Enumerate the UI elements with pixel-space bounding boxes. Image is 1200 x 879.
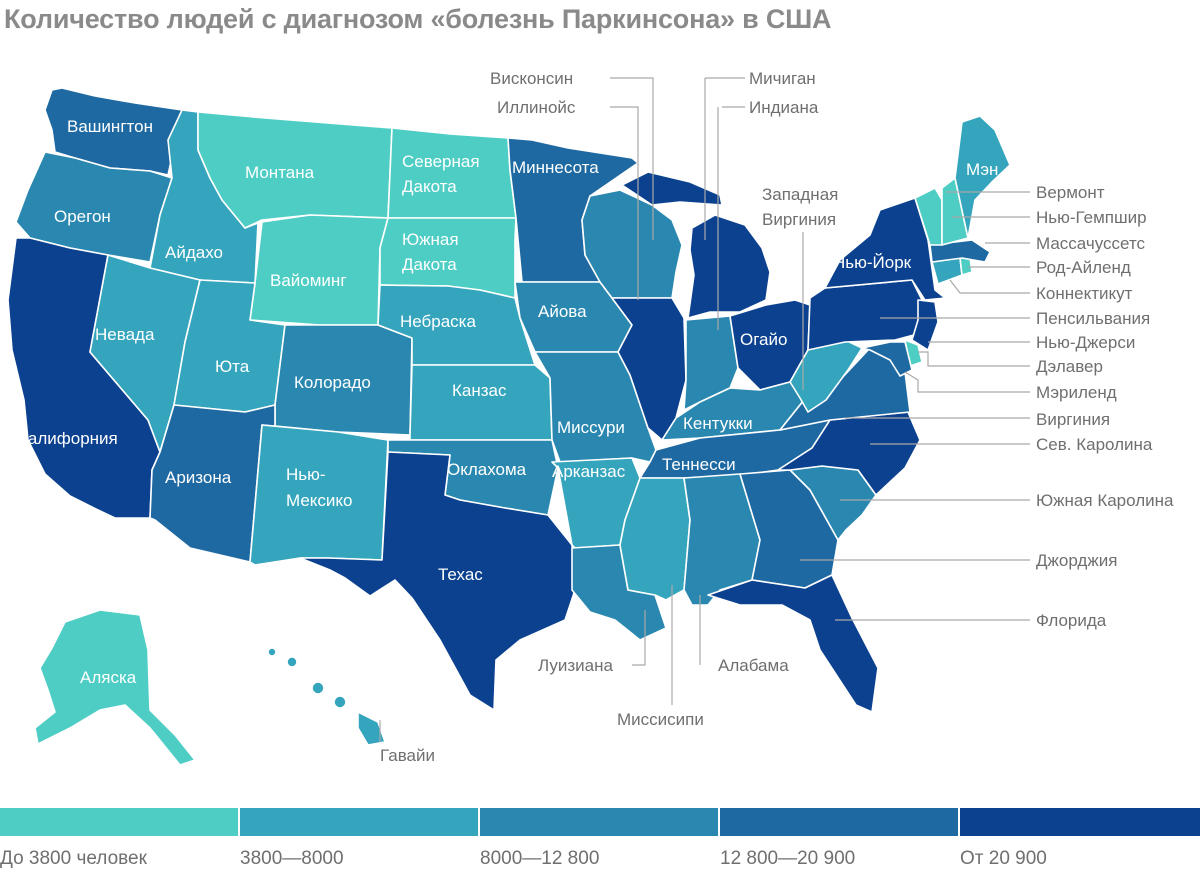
- label-alaska: Аляска: [80, 668, 137, 687]
- state-michigan: [687, 214, 771, 319]
- label-illinois: Иллинойс: [497, 98, 576, 117]
- state-wyoming: [249, 214, 389, 326]
- legend-label-2: 3800—8000: [240, 848, 344, 869]
- label-virginia: Виргиния: [1036, 410, 1110, 429]
- label-rhode-island: Род-Айленд: [1036, 258, 1131, 277]
- external-labels: Висконсин Иллинойс Мичиган Индиана Запад…: [380, 69, 1174, 765]
- label-california: Калифорния: [18, 429, 118, 448]
- label-texas: Техас: [438, 565, 483, 584]
- legend-item-5: От 20 900: [960, 808, 1200, 870]
- label-arizona: Аризона: [165, 468, 232, 487]
- label-south-dakota-1: Южная: [402, 230, 459, 249]
- state-alaska: [34, 609, 196, 766]
- state-new-jersey: [911, 299, 939, 351]
- label-idaho: Айдахо: [165, 243, 223, 262]
- label-nebraska: Небраска: [400, 312, 476, 331]
- legend: До 3800 человек 3800—8000 8000—12 800 12…: [0, 808, 1200, 870]
- label-vermont: Вермонт: [1036, 183, 1105, 202]
- legend-swatch-2: [240, 808, 478, 836]
- label-maryland: Мэриленд: [1036, 383, 1117, 402]
- label-new-mexico-1: Нью-: [286, 465, 326, 484]
- legend-swatch-3: [480, 808, 718, 836]
- label-utah: Юта: [215, 357, 250, 376]
- state-labels: Вашингтон Орегон Калифорния Айдахо Невад…: [18, 117, 998, 687]
- state-michigan-up: [621, 171, 723, 206]
- legend-label-1: До 3800 человек: [0, 848, 147, 869]
- label-delaware: Дэлавер: [1036, 357, 1103, 376]
- label-pennsylvania: Пенсильвания: [1036, 309, 1150, 328]
- state-maine: [954, 115, 1011, 239]
- label-colorado: Колорадо: [294, 373, 371, 392]
- label-louisiana: Луизиана: [538, 656, 613, 675]
- state-new-hampshire: [941, 177, 969, 246]
- label-iowa: Айова: [538, 302, 587, 321]
- map-title: Количество людей с диагнозом «болезнь Па…: [4, 4, 832, 34]
- label-massachusetts: Массачуссетс: [1036, 234, 1146, 253]
- state-massachusetts: [929, 239, 991, 263]
- state-montana: [197, 111, 393, 229]
- state-california: [7, 237, 161, 519]
- us-choropleth-map: Вашингтон Орегон Калифорния Айдахо Невад…: [7, 69, 1174, 766]
- label-kentucky: Кентукки: [683, 414, 753, 433]
- label-new-york: Нью-Йорк: [833, 253, 912, 272]
- label-south-carolina: Южная Каролина: [1036, 491, 1174, 510]
- label-new-hampshire: Нью-Гемпшир: [1036, 208, 1147, 227]
- label-minnesota: Миннесота: [512, 158, 599, 177]
- label-wisconsin: Висконсин: [490, 69, 573, 88]
- label-georgia: Джорджия: [1036, 551, 1117, 570]
- legend-item-3: 8000—12 800: [480, 808, 718, 870]
- legend-swatch-4: [720, 808, 958, 836]
- legend-label-4: 12 800—20 900: [720, 848, 856, 869]
- label-nevada: Невада: [95, 325, 155, 344]
- label-north-dakota-1: Северная: [402, 152, 480, 171]
- label-north-carolina: Сев. Каролина: [1036, 435, 1153, 454]
- label-michigan: Мичиган: [749, 69, 816, 88]
- state-north-dakota: [387, 127, 517, 219]
- legend-label-5: От 20 900: [960, 848, 1047, 869]
- label-wyoming: Вайоминг: [270, 271, 347, 290]
- label-florida: Флорида: [1036, 611, 1107, 630]
- label-montana: Монтана: [245, 163, 315, 182]
- label-maine: Мэн: [966, 160, 998, 179]
- leader-lines: [379, 77, 1030, 742]
- state-texas: [299, 451, 576, 711]
- label-mississippi: Миссисипи: [617, 710, 704, 729]
- state-pennsylvania: [807, 279, 926, 351]
- label-new-jersey: Нью-Джерси: [1036, 333, 1135, 352]
- label-washington: Вашингтон: [67, 117, 153, 136]
- label-hawaii: Гавайи: [380, 746, 435, 765]
- label-tennessee: Теннесси: [662, 455, 736, 474]
- label-arkansas: Арканзас: [552, 462, 626, 481]
- state-oregon: [15, 151, 173, 263]
- state-arizona: [149, 404, 276, 563]
- label-north-dakota-2: Дакота: [402, 177, 457, 196]
- label-oregon: Орегон: [54, 207, 111, 226]
- state-kansas: [409, 364, 553, 441]
- legend-swatch-5: [960, 808, 1200, 836]
- label-missouri: Миссури: [557, 418, 625, 437]
- label-ohio: Огайо: [740, 330, 787, 349]
- label-west-virginia-1: Западная: [762, 185, 838, 204]
- state-hawaii: [267, 647, 386, 746]
- state-florida: [707, 574, 879, 713]
- state-nebraska: [377, 284, 536, 366]
- legend-swatch-1: [0, 808, 238, 836]
- legend-item-4: 12 800—20 900: [720, 808, 958, 870]
- label-indiana: Индиана: [749, 98, 819, 117]
- label-south-dakota-2: Дакота: [402, 255, 457, 274]
- label-kansas: Канзас: [452, 381, 507, 400]
- legend-label-3: 8000—12 800: [480, 848, 600, 869]
- label-oklahoma: Оклахома: [447, 460, 527, 479]
- label-connecticut: Коннектикут: [1036, 284, 1133, 303]
- label-new-mexico-2: Мексико: [286, 491, 353, 510]
- label-alabama: Алабама: [718, 656, 789, 675]
- state-wisconsin: [581, 189, 683, 299]
- legend-item-2: 3800—8000: [240, 808, 478, 870]
- legend-item-1: До 3800 человек: [0, 808, 238, 870]
- label-west-virginia-2: Виргиния: [762, 210, 836, 229]
